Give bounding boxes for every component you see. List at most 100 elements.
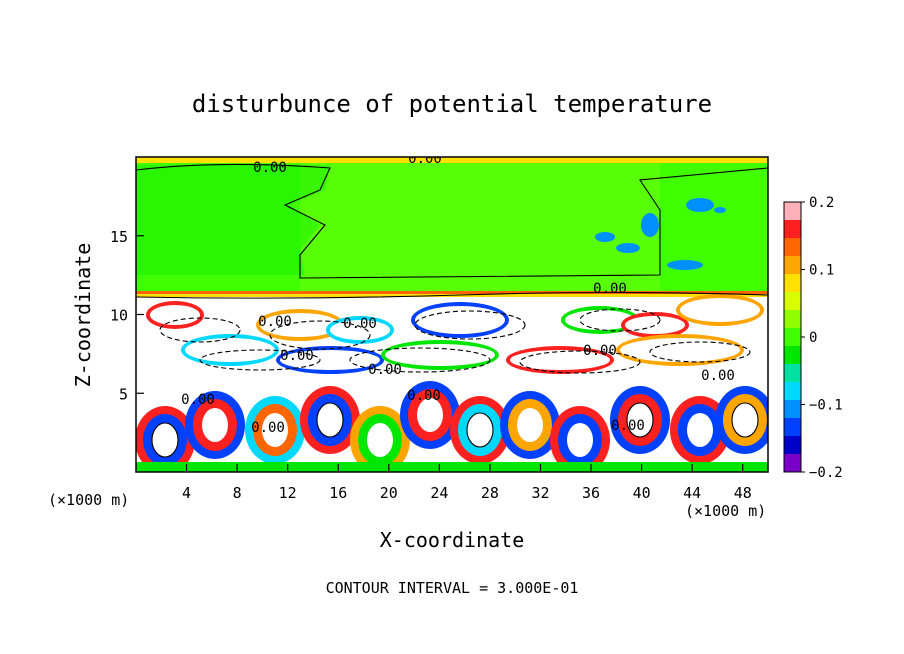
x-tick-label-4: 4 bbox=[182, 484, 191, 502]
x-axis-ticks: 4 8 12 16 20 24 28 32 36 40 44 48 bbox=[182, 464, 752, 502]
x-tick-label-12: 12 bbox=[279, 484, 297, 502]
contour-mid-3 bbox=[579, 308, 661, 332]
contour-label-11: 0.00 bbox=[583, 343, 617, 359]
contour-cell-4 bbox=[731, 402, 759, 438]
contour-label-9: 0.00 bbox=[611, 418, 645, 434]
y-tick-label-10: 10 bbox=[110, 307, 128, 325]
colorbar-swatch-12 bbox=[784, 418, 801, 437]
contour-label-0: 0.00 bbox=[408, 151, 442, 167]
colorbar-swatch-11 bbox=[784, 400, 801, 419]
contour-mid-2 bbox=[414, 310, 526, 340]
colorbar-swatch-6 bbox=[784, 310, 801, 329]
x-tick-label-28: 28 bbox=[481, 484, 499, 502]
mid-blob-3 bbox=[415, 306, 505, 334]
contour-lines bbox=[136, 163, 768, 458]
mid-layer-blobs bbox=[136, 165, 764, 374]
contour-label-1: 0.00 bbox=[253, 160, 287, 176]
tropopause-band-orange bbox=[136, 291, 768, 294]
cell-core-0 bbox=[152, 423, 178, 457]
colorbar-tick-label-2: 0 bbox=[809, 330, 817, 346]
mid-blob-6 bbox=[680, 298, 760, 322]
upper-blue-streak-3 bbox=[641, 213, 659, 237]
upper-blue-streak-2 bbox=[686, 198, 714, 212]
contour-label-12: 0.00 bbox=[701, 368, 735, 384]
contour-label-2: 0.00 bbox=[258, 314, 292, 330]
cell-core-10 bbox=[687, 413, 713, 447]
x-tick-label-40: 40 bbox=[633, 484, 651, 502]
contour-label-6: 0.00 bbox=[181, 392, 215, 408]
mid-blob-11 bbox=[620, 338, 740, 362]
cell-core-4 bbox=[367, 423, 393, 457]
x-axis-label: X-coordinate bbox=[380, 528, 525, 552]
contour-upper bbox=[136, 163, 768, 279]
contour-interval-note: CONTOUR INTERVAL = 3.000E-01 bbox=[326, 579, 579, 597]
contour-label-5: 0.00 bbox=[368, 362, 402, 378]
colorbar-tick-label-1: 0.1 bbox=[809, 263, 834, 279]
x-tick-label-44: 44 bbox=[683, 484, 701, 502]
cell-core-3 bbox=[317, 403, 343, 437]
mid-blob-10 bbox=[510, 350, 610, 370]
contour-labels: 0.00 0.00 0.00 0.00 0.00 0.00 0.00 0.00 0.00 0.00… bbox=[181, 151, 735, 436]
x-tick-label-48: 48 bbox=[734, 484, 752, 502]
colorbar-swatch-0 bbox=[784, 202, 801, 221]
y-axis-ticks: 5 10 15 bbox=[110, 228, 144, 403]
mid-blob-4 bbox=[565, 310, 635, 330]
colorbar-swatch-1 bbox=[784, 220, 801, 239]
upper-blue-streak-5 bbox=[714, 207, 726, 213]
contour-label-4: 0.00 bbox=[280, 348, 314, 364]
contour-mid-1 bbox=[269, 320, 371, 350]
contour-label-3: 0.00 bbox=[343, 316, 377, 332]
colorbar-tick-label-0: 0.2 bbox=[809, 195, 834, 211]
top-band bbox=[136, 157, 768, 163]
x-tick-label-8: 8 bbox=[233, 484, 242, 502]
x-tick-label-24: 24 bbox=[430, 484, 448, 502]
contour-mid-4 bbox=[199, 349, 321, 371]
upper-blue-streak-4 bbox=[667, 260, 703, 270]
colorbar: 0.2 0.1 0 −0.1 −0.2 bbox=[783, 195, 843, 481]
cell-core-5 bbox=[417, 398, 443, 432]
upper-darker-region bbox=[136, 165, 330, 275]
mid-blob-5 bbox=[625, 316, 685, 334]
y-axis-label: Z-coordinate bbox=[71, 243, 95, 388]
cell-core-8 bbox=[567, 423, 593, 457]
bottom-band bbox=[136, 462, 768, 472]
x-unit-right: (×1000 m) bbox=[685, 502, 766, 520]
contour-mid-5 bbox=[349, 347, 491, 373]
colorbar-swatch-13 bbox=[784, 436, 801, 455]
mid-blob-1 bbox=[260, 313, 340, 337]
colorbar-swatch-8 bbox=[784, 346, 801, 365]
colorbar-swatch-2 bbox=[784, 238, 801, 257]
colorbar-swatch-10 bbox=[784, 382, 801, 401]
convective-cells bbox=[136, 381, 768, 472]
mid-blob-2 bbox=[330, 320, 390, 340]
x-tick-label-36: 36 bbox=[582, 484, 600, 502]
upper-blue-streak-1 bbox=[616, 243, 640, 253]
colorbar-tick-label-3: −0.1 bbox=[809, 398, 843, 414]
contour-mid-7 bbox=[649, 341, 751, 363]
colorbar-tick-label-4: −0.2 bbox=[809, 465, 843, 481]
upper-blue-streak-0 bbox=[595, 232, 615, 242]
y-tick-label-5: 5 bbox=[119, 385, 128, 403]
colorbar-swatch-5 bbox=[784, 292, 801, 311]
colorbar-swatch-7 bbox=[784, 328, 801, 347]
colorbar-swatch-3 bbox=[784, 256, 801, 275]
upper-field-lighter bbox=[300, 157, 660, 297]
mid-blob-7 bbox=[185, 338, 275, 362]
contour-tropopause bbox=[136, 291, 768, 299]
contour-cell-3 bbox=[626, 402, 654, 438]
chart-title: disturbunce of potential temperature bbox=[192, 90, 712, 118]
contour-label-7: 0.00 bbox=[251, 420, 285, 436]
contour-label-10: 0.00 bbox=[593, 281, 627, 297]
cell-core-2 bbox=[262, 413, 288, 447]
colorbar-swatch-9 bbox=[784, 364, 801, 383]
cell-core-9 bbox=[627, 403, 653, 437]
mid-blob-0 bbox=[150, 305, 200, 325]
plot-area: 0.00 0.00 0.00 0.00 0.00 0.00 0.00 0.00 0.00 0.00… bbox=[136, 151, 768, 472]
cell-core-11 bbox=[732, 403, 758, 437]
contour-cell-2 bbox=[466, 412, 494, 448]
x-tick-label-32: 32 bbox=[531, 484, 549, 502]
mid-blob-9 bbox=[385, 344, 495, 366]
contour-mid-0 bbox=[159, 317, 241, 343]
contour-mid-6 bbox=[519, 350, 641, 374]
